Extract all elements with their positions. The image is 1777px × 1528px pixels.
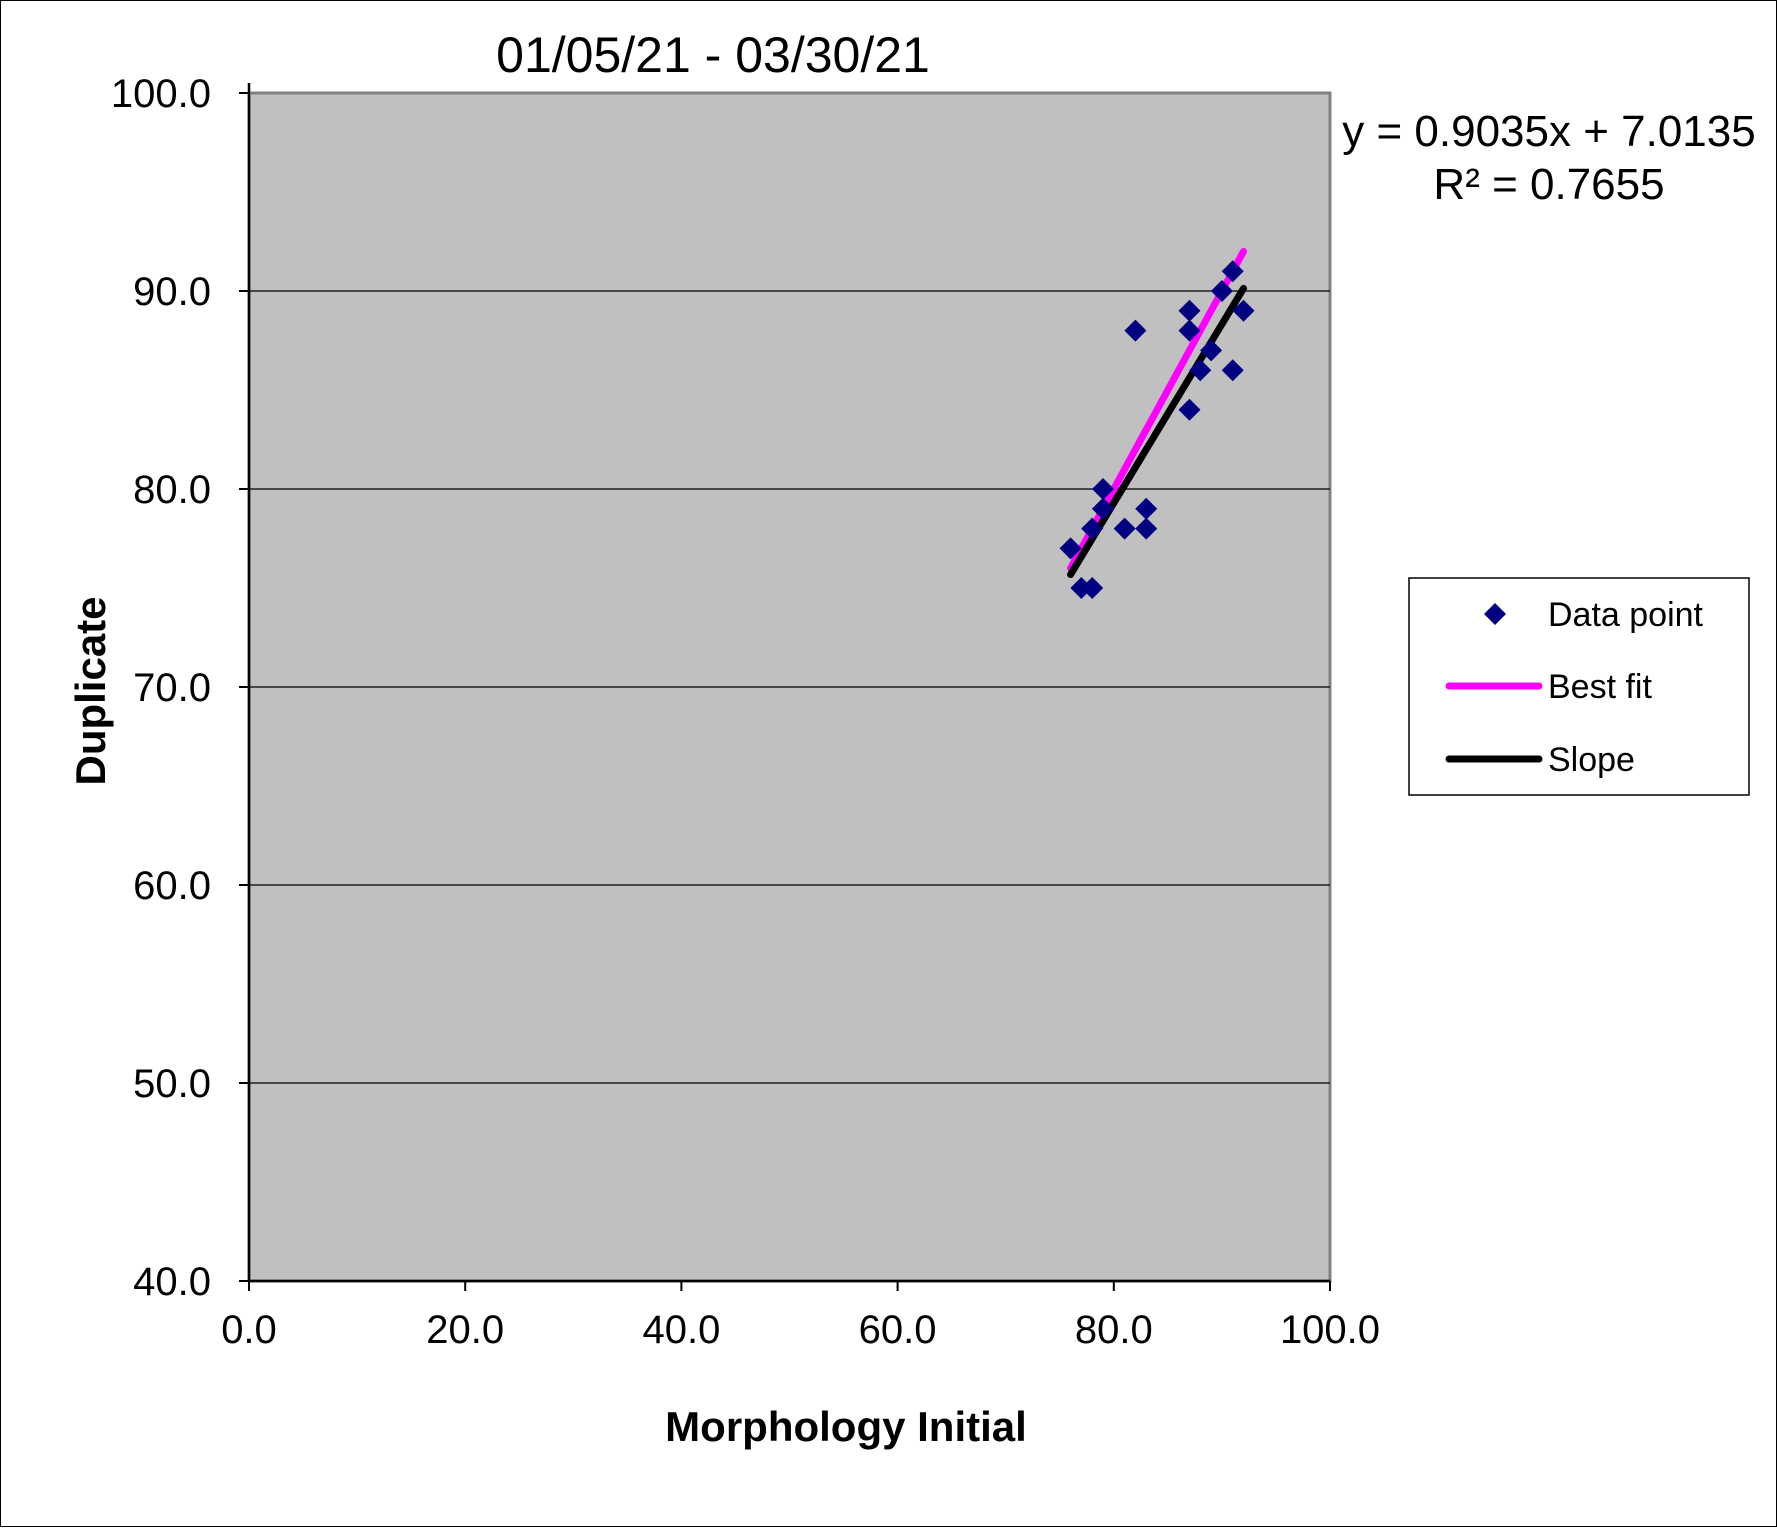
y-tick-label: 50.0 — [133, 1062, 211, 1106]
r-squared-label: R² = 0.7655 — [1433, 160, 1664, 209]
data-point — [1178, 398, 1201, 421]
y-tick-label: 80.0 — [133, 468, 211, 512]
data-point — [1081, 517, 1104, 540]
series-layer — [1059, 247, 1255, 599]
data-point — [1135, 497, 1158, 520]
y-tick-label: 70.0 — [133, 666, 211, 710]
y-axis-title: Duplicate — [67, 596, 114, 785]
data-point — [1059, 537, 1082, 560]
legend: Data point Best fit Slope — [1408, 577, 1750, 796]
trendline-equation: y = 0.9035x + 7.0135 — [1342, 107, 1755, 156]
y-tick-label: 40.0 — [133, 1260, 211, 1304]
data-point — [1178, 299, 1201, 322]
data-point — [1189, 359, 1212, 382]
y-tick-label: 100.0 — [111, 72, 211, 116]
data-point — [1221, 359, 1244, 382]
data-point — [1135, 517, 1158, 540]
y-tick-labels: 40.0 50.0 60.0 70.0 80.0 90.0 100.0 — [111, 72, 211, 1304]
x-tick-label: 0.0 — [221, 1308, 277, 1352]
data-point — [1178, 319, 1201, 342]
x-tick-label: 100.0 — [1280, 1308, 1380, 1352]
x-tick-labels: 0.0 20.0 40.0 60.0 80.0 100.0 — [221, 1308, 1380, 1352]
data-point — [1091, 497, 1114, 520]
x-tick-label: 20.0 — [426, 1308, 504, 1352]
y-tick-label: 90.0 — [133, 270, 211, 314]
data-point — [1124, 319, 1147, 342]
data-point — [1200, 339, 1223, 362]
x-tick-label: 80.0 — [1075, 1308, 1153, 1352]
legend-label: Data point — [1548, 596, 1704, 634]
data-point — [1210, 280, 1233, 302]
data-point — [1221, 260, 1244, 283]
gridlines — [249, 290, 1330, 1084]
data-point — [1081, 577, 1104, 599]
data-point — [1232, 299, 1255, 322]
chart-title: 01/05/21 - 03/30/21 — [496, 27, 930, 83]
legend-label: Slope — [1548, 741, 1635, 779]
x-tick-label: 40.0 — [642, 1308, 720, 1352]
data-point — [1113, 517, 1136, 540]
data-point — [1091, 478, 1114, 500]
legend-marker-diamond — [1484, 603, 1506, 625]
legend-label: Best fit — [1548, 668, 1652, 706]
x-axis-title: Morphology Initial — [665, 1403, 1027, 1450]
x-tick-label: 60.0 — [859, 1308, 937, 1352]
y-tick-label: 60.0 — [133, 864, 211, 908]
axes — [239, 83, 1331, 1291]
